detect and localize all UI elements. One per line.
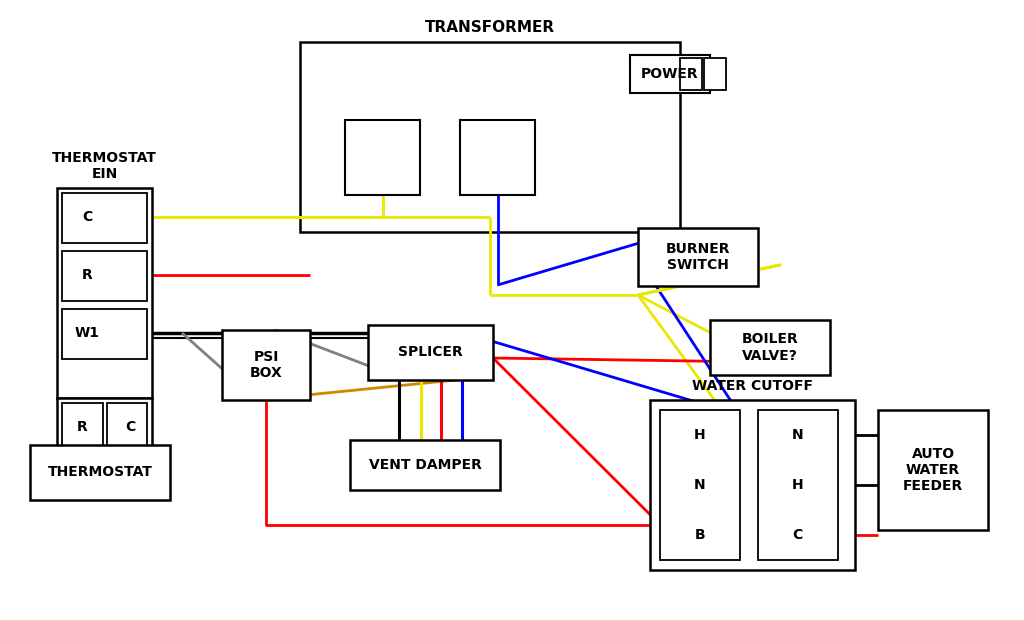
Bar [368,325,493,380]
Text: C: C [82,210,92,224]
Bar [650,400,855,570]
Bar [30,445,170,500]
Bar [710,320,830,375]
Bar [62,251,147,301]
Text: H: H [694,428,706,442]
Bar [222,330,310,400]
Text: N: N [792,428,803,442]
Text: BOILER
VALVE?: BOILER VALVE? [741,332,799,363]
Bar [680,58,702,90]
Bar [638,228,758,286]
Text: H: H [792,478,803,492]
Bar [660,410,740,560]
Bar [630,55,710,93]
Bar [106,403,147,451]
Text: PSI
BOX: PSI BOX [250,350,283,380]
Bar [62,193,147,243]
Bar [878,410,988,530]
Text: WATER CUTOFF: WATER CUTOFF [692,379,813,393]
Bar [460,120,535,195]
Bar [705,58,726,90]
Text: B: B [694,528,706,542]
Text: N: N [694,478,706,492]
Text: C: C [125,420,135,434]
Text: POWER: POWER [641,67,698,81]
Text: AUTO
WATER
FEEDER: AUTO WATER FEEDER [903,447,964,493]
Text: C: C [793,528,803,542]
Text: VENT DAMPER: VENT DAMPER [369,458,481,472]
Bar [62,309,147,359]
Bar [57,188,152,398]
Text: R: R [77,420,87,434]
Bar [62,403,102,451]
Bar [345,120,420,195]
Bar [758,410,838,560]
Bar [57,398,152,456]
Text: THERMOSTAT
EIN: THERMOSTAT EIN [52,151,157,181]
Text: TRANSFORMER: TRANSFORMER [425,20,555,35]
Text: W1: W1 [75,326,99,340]
Text: SPLICER: SPLICER [398,345,463,360]
Bar [350,440,500,490]
Bar [300,42,680,232]
Text: BURNER
SWITCH: BURNER SWITCH [666,242,730,272]
Text: THERMOSTAT: THERMOSTAT [47,466,153,479]
Text: R: R [82,268,92,282]
